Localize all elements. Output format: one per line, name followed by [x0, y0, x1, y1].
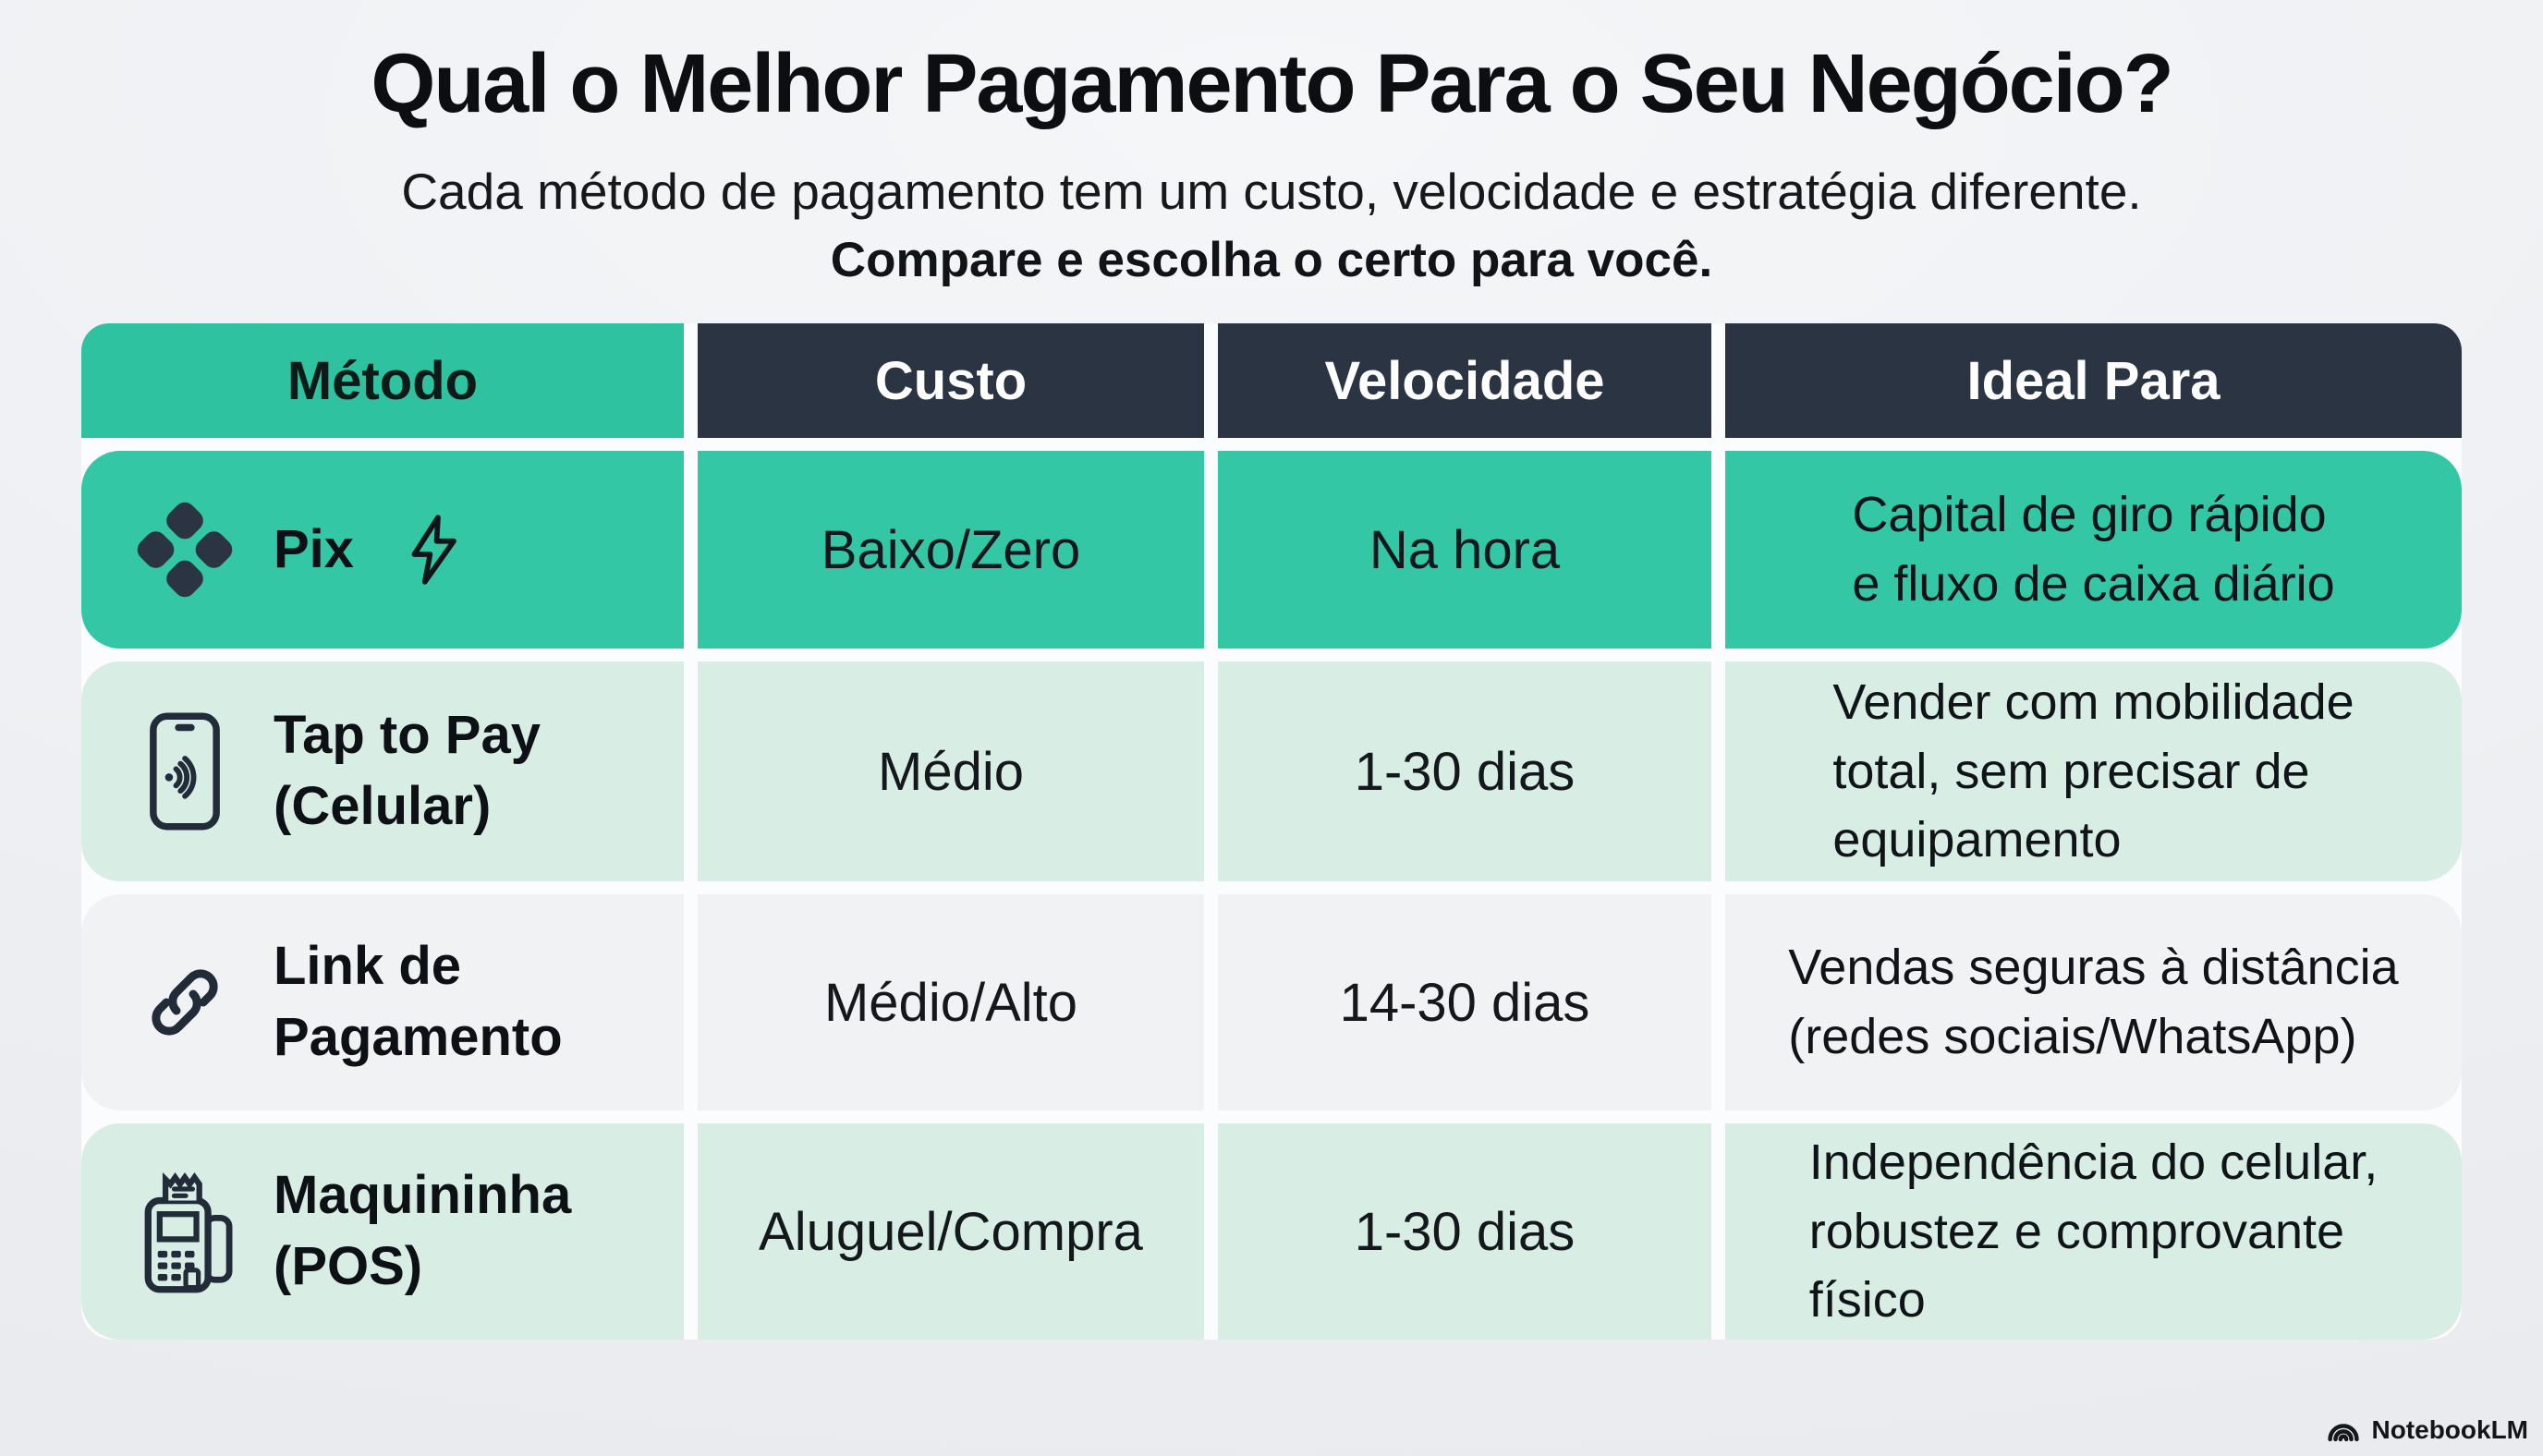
table-row-link-pagamento-method-cell: Link de Pagamento: [81, 894, 684, 1110]
table-cell-ideal: Capital de giro rápido e fluxo de caixa …: [1725, 451, 2462, 649]
notebooklm-watermark: NotebookLM: [2325, 1414, 2528, 1447]
column-header-metodo: Método: [81, 323, 684, 438]
pix-icon: [128, 496, 242, 603]
column-header-ideal-para: Ideal Para: [1725, 323, 2462, 438]
table-cell-ideal: Vendas seguras à distância (redes sociai…: [1725, 894, 2462, 1110]
payment-link-icon: [128, 956, 242, 1049]
table-row-pix-method-cell: Pix: [81, 451, 684, 649]
pos-terminal-icon: [128, 1168, 242, 1295]
page-subtitle: Cada método de pagamento tem um custo, v…: [401, 163, 2142, 220]
table-row-tap-to-pay-method-cell: Tap to Pay (Celular): [81, 661, 684, 881]
page-subtitle-emphasis: Compare e escolha o certo para você.: [830, 233, 1713, 287]
comparison-table: Método Custo Velocidade Ideal Para Pix B…: [81, 323, 2462, 1340]
table-cell-velocidade: 14-30 dias: [1218, 894, 1711, 1110]
table-cell-velocidade: 1-30 dias: [1218, 1123, 1711, 1340]
watermark-label: NotebookLM: [2371, 1415, 2528, 1444]
method-label: Maquininha (POS): [274, 1165, 572, 1296]
ideal-text: Vendas seguras à distância (redes sociai…: [1788, 940, 2399, 1064]
notebooklm-logo-icon: [2325, 1414, 2362, 1447]
column-header-velocidade: Velocidade: [1218, 323, 1711, 438]
table-cell-velocidade: 1-30 dias: [1218, 661, 1711, 881]
lightning-icon: [404, 512, 463, 588]
hero-section: Qual o Melhor Pagamento Para o Seu Negóc…: [0, 37, 2543, 288]
table-cell-custo: Baixo/Zero: [698, 451, 1204, 649]
table-cell-velocidade: Na hora: [1218, 451, 1711, 649]
column-header-custo: Custo: [698, 323, 1204, 438]
table-cell-custo: Médio: [698, 661, 1204, 881]
table-cell-ideal: Vender com mobilidade total, sem precisa…: [1725, 661, 2462, 881]
table-cell-custo: Médio/Alto: [698, 894, 1204, 1110]
tap-to-pay-phone-icon: [128, 712, 242, 831]
page-title: Qual o Melhor Pagamento Para o Seu Negóc…: [371, 38, 2173, 130]
method-label: Pix: [274, 518, 355, 579]
ideal-text: Independência do celular, robustez e com…: [1808, 1134, 2379, 1329]
table-cell-custo: Aluguel/Compra: [698, 1123, 1204, 1340]
method-label: Tap to Pay (Celular): [274, 705, 541, 836]
table-row-maquininha-method-cell: Maquininha (POS): [81, 1123, 684, 1340]
ideal-text: Vender com mobilidade total, sem precisa…: [1832, 674, 2354, 868]
method-label: Link de Pagamento: [274, 936, 563, 1067]
table-cell-ideal: Independência do celular, robustez e com…: [1725, 1123, 2462, 1340]
ideal-text: Capital de giro rápido e fluxo de caixa …: [1852, 487, 2335, 612]
